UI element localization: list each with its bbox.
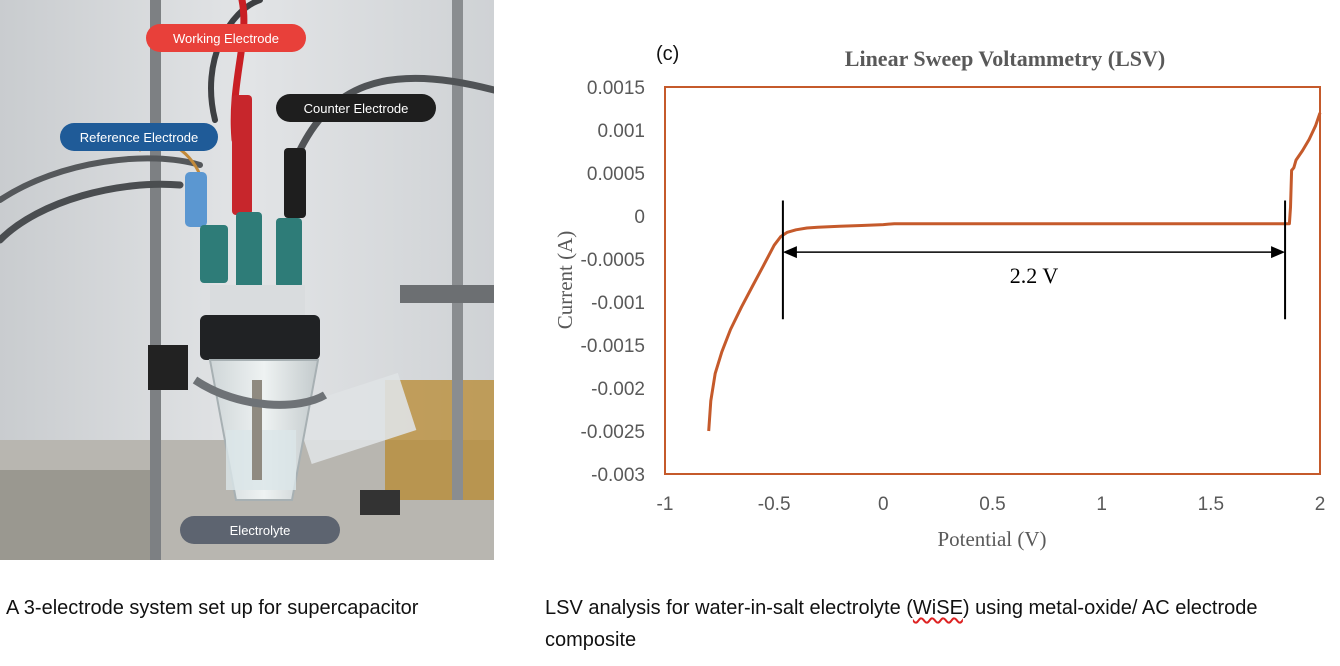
x-axis-label: Potential (V) — [937, 527, 1046, 551]
y-tick-label: -0.0015 — [581, 336, 645, 357]
y-tick-label: -0.003 — [591, 465, 645, 486]
y-tick-label: -0.002 — [591, 379, 645, 400]
plot-frame — [664, 86, 1321, 475]
svg-text:Working Electrode: Working Electrode — [173, 31, 279, 46]
reference-electrode — [185, 172, 228, 283]
x-tick-label: -0.5 — [758, 494, 791, 515]
svg-text:Counter Electrode: Counter Electrode — [304, 101, 409, 116]
y-axis-label: Current (A) — [553, 231, 577, 330]
label-electrolyte: Electrolyte — [180, 516, 340, 544]
y-tick-label: 0.001 — [597, 121, 645, 142]
caption-chart-part-2: ) using metal-oxide/ AC electrode compos… — [545, 597, 1258, 651]
lsv-chart: (c) Linear Sweep Voltammetry (LSV) 0.001… — [553, 43, 1326, 551]
x-tick-label: -1 — [657, 494, 674, 515]
label-counter-electrode: Counter Electrode — [276, 94, 436, 122]
electrode-setup-photo: Working Electrode Counter Electrode Refe… — [0, 0, 494, 560]
y-tick-label: -0.0005 — [581, 250, 645, 271]
caption-chart-spellcheck-word: WiSE — [912, 597, 963, 619]
series-line-lsv — [707, 112, 1322, 432]
x-axis-ticks: -1 -0.5 0 0.5 1 1.5 2 — [657, 494, 1326, 515]
x-tick-label: 2 — [1315, 494, 1326, 515]
caption-photo: A 3-electrode system set up for supercap… — [6, 597, 419, 619]
caption-chart-part-1: LSV analysis for water-in-salt electroly… — [545, 597, 913, 619]
y-axis-ticks: 0.0015 0.001 0.0005 0 -0.0005 -0.001 -0.0015 -0… — [581, 78, 645, 486]
retort-stand — [148, 0, 494, 560]
arrow-head-left — [782, 246, 797, 259]
y-tick-label: 0 — [634, 207, 645, 228]
y-tick-label: -0.001 — [591, 293, 645, 314]
window-label: 2.2 V — [1010, 263, 1059, 288]
caption-chart: LSV analysis for water-in-salt electroly… — [545, 592, 1305, 656]
x-tick-label: 1.5 — [1198, 494, 1224, 515]
x-tick-label: 0 — [878, 494, 889, 515]
y-tick-label: 0.0015 — [587, 78, 645, 99]
arrow-head-right — [1271, 246, 1286, 259]
svg-text:Reference Electrode: Reference Electrode — [80, 130, 199, 145]
panel-label: (c) — [656, 43, 679, 65]
x-tick-label: 1 — [1096, 494, 1107, 515]
y-tick-label: 0.0005 — [587, 164, 645, 185]
chart-title: Linear Sweep Voltammetry (LSV) — [845, 46, 1165, 71]
counter-electrode — [276, 148, 306, 288]
working-electrode — [232, 95, 262, 292]
y-tick-label: -0.0025 — [581, 422, 645, 443]
x-tick-label: 0.5 — [979, 494, 1005, 515]
electrochemical-cell — [192, 285, 328, 501]
svg-text:Electrolyte: Electrolyte — [230, 523, 291, 538]
label-reference-electrode: Reference Electrode — [60, 123, 218, 151]
electrode-cables — [0, 0, 494, 244]
label-working-electrode: Working Electrode — [146, 24, 306, 52]
